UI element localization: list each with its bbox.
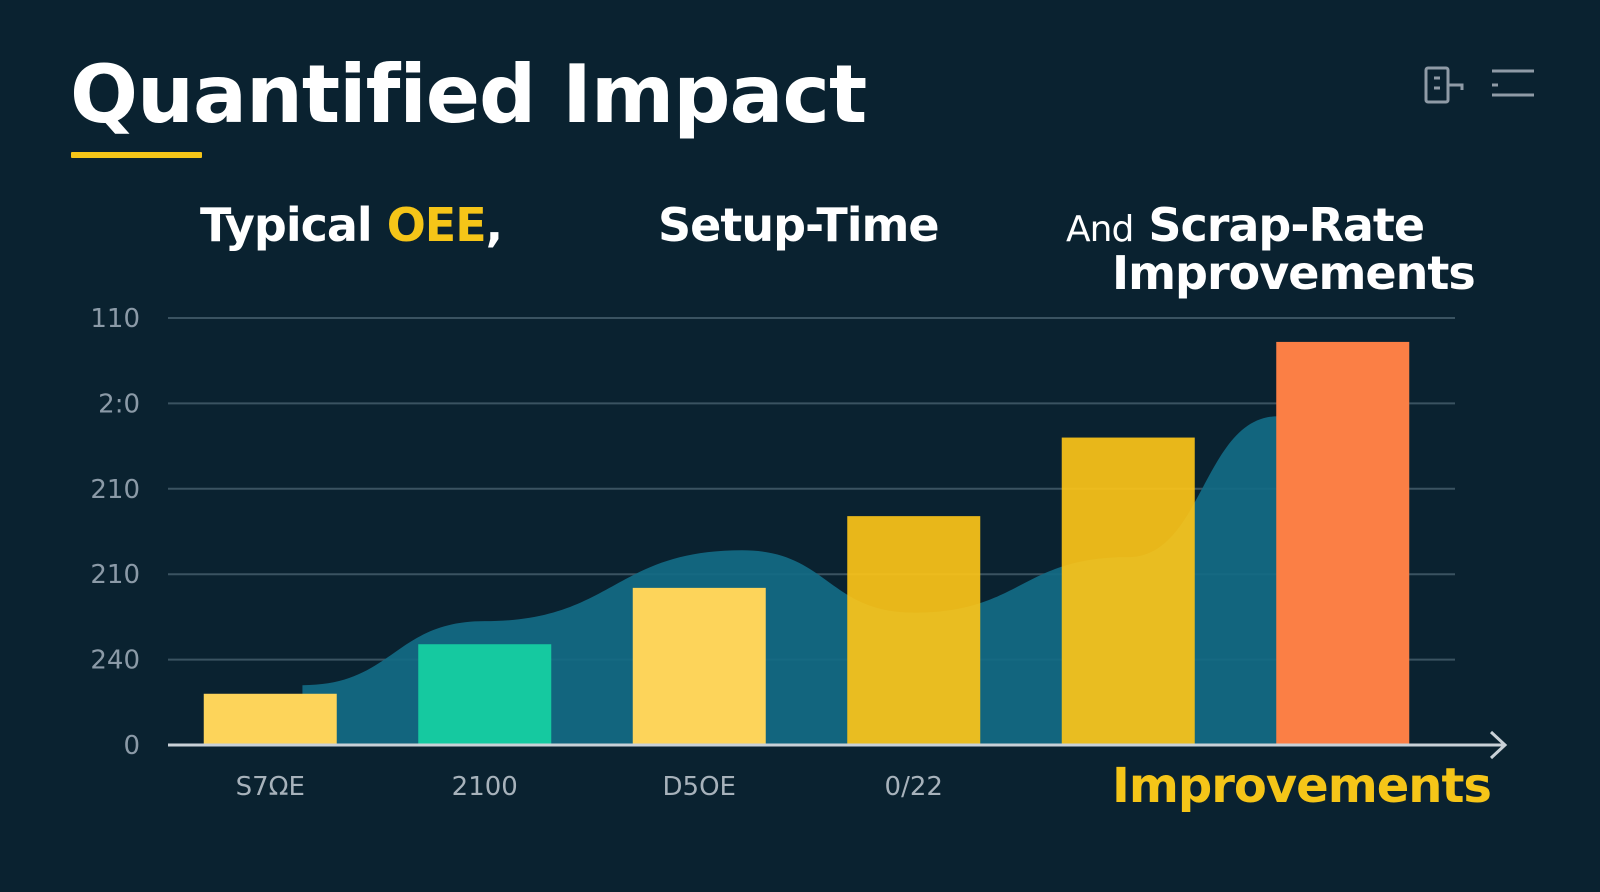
bar: [1276, 341, 1410, 745]
x-tick-label: 2100: [452, 772, 518, 802]
top-icons: [1424, 66, 1534, 104]
bar: [632, 587, 766, 745]
heading-oee-prefix: Typical: [200, 198, 387, 252]
y-tick-label: 110: [90, 304, 140, 334]
y-tick-label: 2:0: [98, 389, 140, 419]
y-tick-label: 210: [90, 560, 140, 590]
x-tick-label: S7ΩE: [236, 772, 305, 802]
x-axis-arrow: [1489, 730, 1508, 760]
heading-scrap-prefix: And: [1066, 209, 1134, 250]
bars-layer: [203, 341, 1410, 745]
bar: [847, 516, 981, 745]
page-title: Quantified Impact: [70, 48, 867, 141]
axis-layer: [168, 730, 1508, 760]
menu-icon[interactable]: [1492, 69, 1534, 97]
heading-setup-time: Setup-Time: [658, 198, 940, 252]
y-tick-label: 210: [90, 475, 140, 505]
heading-oee-suffix: ,: [485, 198, 504, 252]
heading-scrap-main: Scrap-Rate: [1148, 198, 1425, 252]
labels-layer: 0 240 210 210 2:0 110 S7ΩE 2100 D5OE 0/22: [90, 304, 943, 802]
heading-oee: Typical OEE,: [200, 198, 504, 252]
heading-oee-accent: OEE: [386, 198, 487, 252]
bar: [1061, 437, 1195, 745]
bar: [418, 644, 552, 745]
y-tick-label: 0: [123, 731, 140, 761]
bar: [203, 693, 337, 745]
document-icon[interactable]: [1424, 66, 1464, 104]
x-tick-label: D5OE: [663, 772, 736, 802]
heading-scrap-rate: And Scrap-Rate: [1066, 198, 1425, 252]
x-axis-highlight: Improvements: [1112, 758, 1492, 814]
y-tick-label: 240: [90, 646, 140, 676]
title-underline: [71, 152, 202, 158]
x-tick-label: 0/22: [885, 772, 943, 802]
heading-improvements: Improvements: [1112, 246, 1476, 300]
